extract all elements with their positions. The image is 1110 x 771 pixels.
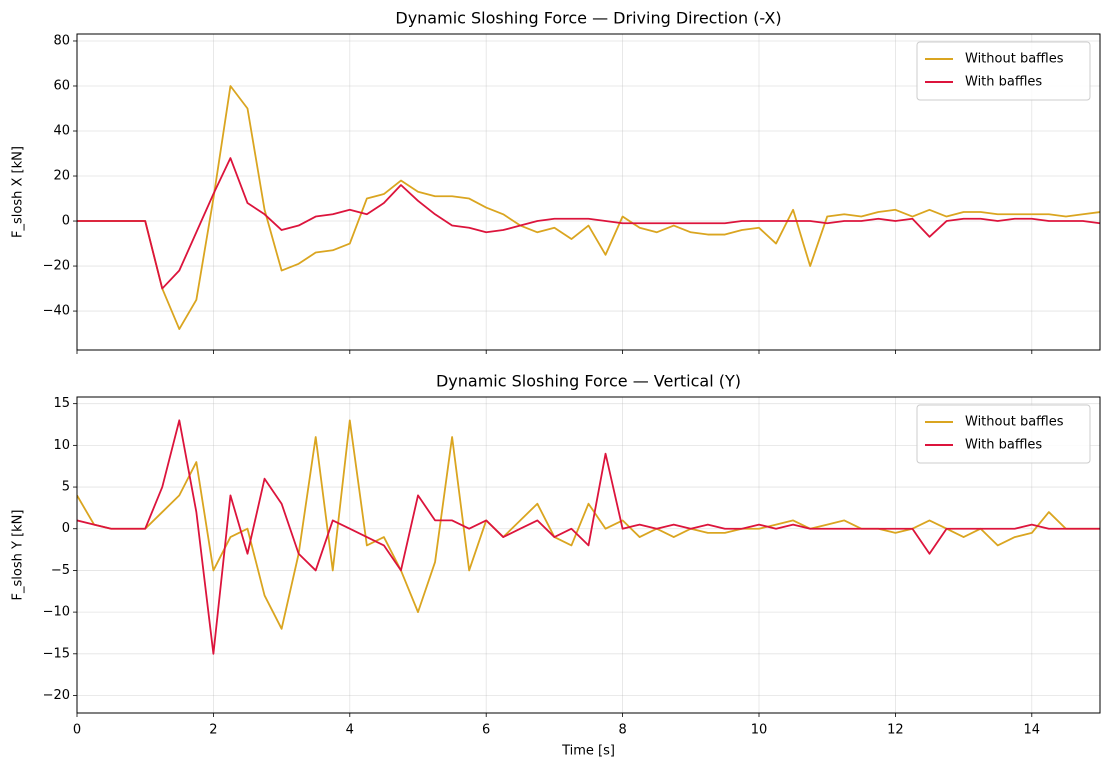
y-tick-label: 0 — [62, 521, 70, 536]
y-tick-label: 0 — [62, 214, 70, 229]
y-tick-label: 15 — [53, 396, 70, 411]
y-tick-label: −20 — [43, 688, 70, 703]
data-line — [77, 85, 1100, 330]
y-axis-label: F_slosh Y [kN] — [11, 510, 26, 601]
x-tick-label: 8 — [618, 723, 626, 738]
x-axis-label: Time [s] — [561, 744, 615, 759]
y-tick-label: 60 — [53, 78, 70, 93]
data-line — [77, 419, 1100, 655]
y-tick-label: 20 — [53, 169, 70, 184]
subplot: Dynamic Sloshing Force — Driving Directi… — [11, 9, 1101, 354]
x-tick-label: 14 — [1024, 723, 1041, 738]
x-tick-label: 0 — [73, 723, 81, 738]
chart-title: Dynamic Sloshing Force — Driving Directi… — [395, 9, 781, 28]
y-tick-label: 10 — [53, 438, 70, 453]
y-tick-label: 80 — [53, 33, 70, 48]
legend-label: With baffles — [965, 75, 1042, 90]
y-tick-label: 40 — [53, 124, 70, 139]
legend-label: Without baffles — [965, 415, 1064, 430]
data-line — [77, 419, 1100, 630]
x-tick-label: 4 — [346, 723, 354, 738]
subplot: Dynamic Sloshing Force — Vertical (Y) −20… — [11, 372, 1101, 759]
legend: Without baffles With baffles — [916, 41, 1091, 101]
chart-title: Dynamic Sloshing Force — Vertical (Y) — [436, 372, 741, 391]
y-axis-label: F_slosh X [kN] — [11, 146, 26, 238]
y-tick-label: −20 — [43, 259, 70, 274]
y-tick-label: 5 — [62, 480, 70, 495]
plot-area — [77, 85, 1100, 330]
x-tick-label: 2 — [209, 723, 217, 738]
x-tick-label: 6 — [482, 723, 490, 738]
x-tick-label: 10 — [751, 723, 768, 738]
y-tick-label: −15 — [43, 646, 70, 661]
legend-box — [916, 404, 1091, 464]
legend-label: Without baffles — [965, 52, 1064, 67]
legend: Without baffles With baffles — [916, 404, 1091, 464]
x-tick-label: 12 — [887, 723, 904, 738]
data-line — [77, 157, 1100, 290]
legend-label: With baffles — [965, 438, 1042, 453]
plot-area — [77, 419, 1100, 655]
legend-box — [916, 41, 1091, 101]
axes-frame — [76, 33, 1101, 351]
y-tick-label: −5 — [51, 563, 70, 578]
y-tick-label: −10 — [43, 605, 70, 620]
y-tick-label: −40 — [43, 304, 70, 319]
axes-frame — [76, 396, 1101, 714]
